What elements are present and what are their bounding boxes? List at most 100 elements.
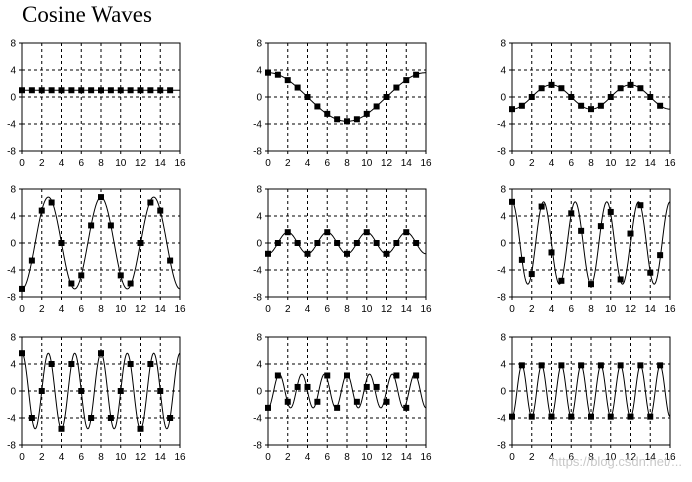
x-tick-label: 10 <box>605 158 617 169</box>
data-point <box>88 415 95 421</box>
x-tick-label: 12 <box>381 452 393 463</box>
x-tick-label: 14 <box>645 304 657 315</box>
x-tick-label: 0 <box>19 452 25 463</box>
x-tick-label: 2 <box>529 452 535 463</box>
data-point <box>344 372 350 379</box>
data-point <box>107 222 114 229</box>
data-point <box>274 240 281 246</box>
x-tick-label: 6 <box>568 158 574 169</box>
data-point <box>137 425 144 432</box>
x-tick-label: 4 <box>549 452 555 463</box>
data-point <box>314 240 321 246</box>
data-point <box>58 240 65 246</box>
data-point <box>373 383 380 390</box>
y-tick-label: 8 <box>500 39 506 50</box>
y-tick-label: -4 <box>253 414 262 425</box>
x-tick-label: 6 <box>324 452 330 463</box>
chart-panel-8: 840-4-80 2 4 6 8 10 12 14 16 <box>253 333 432 464</box>
data-point <box>538 362 545 369</box>
data-point <box>607 208 614 215</box>
data-point <box>413 71 420 78</box>
data-point <box>78 87 85 94</box>
data-point <box>274 71 281 78</box>
y-tick-label: -4 <box>253 120 262 131</box>
data-point <box>48 87 55 94</box>
y-tick-label: 4 <box>10 66 16 77</box>
y-tick-label: 4 <box>256 360 262 371</box>
y-tick-label: -8 <box>497 293 506 304</box>
data-point <box>353 240 360 246</box>
x-tick-label: 0 <box>19 304 25 315</box>
y-tick-label: 8 <box>256 333 262 344</box>
data-point <box>334 240 341 246</box>
data-point <box>157 87 164 94</box>
data-point <box>28 257 35 264</box>
x-tick-label: 10 <box>361 452 373 463</box>
data-point <box>127 280 134 287</box>
data-point <box>383 250 390 257</box>
data-point <box>28 87 35 94</box>
data-point <box>107 87 114 94</box>
y-tick-label: 8 <box>10 185 16 196</box>
data-point <box>117 272 124 279</box>
x-tick-label: 6 <box>78 158 84 169</box>
x-tick-label: 6 <box>78 304 84 315</box>
x-tick-label: 8 <box>98 452 104 463</box>
data-point <box>274 372 281 379</box>
data-point <box>137 240 144 246</box>
x-tick-label: 16 <box>420 304 432 315</box>
data-point <box>393 372 400 379</box>
x-tick-label: 12 <box>625 452 637 463</box>
x-tick-label: 16 <box>174 304 186 315</box>
y-tick-label: -8 <box>7 441 16 452</box>
data-point <box>68 87 75 94</box>
data-point <box>548 413 555 420</box>
data-point <box>137 87 144 94</box>
data-point <box>627 413 634 420</box>
data-point <box>324 110 331 117</box>
data-point <box>167 415 174 421</box>
x-tick-label: 4 <box>549 304 555 315</box>
data-point <box>647 413 654 420</box>
y-tick-label: -8 <box>253 147 262 158</box>
data-point <box>284 77 291 84</box>
data-point <box>627 81 634 88</box>
data-point <box>413 372 420 379</box>
data-point <box>38 207 45 214</box>
data-point <box>607 413 614 420</box>
data-point <box>518 362 525 369</box>
data-point <box>304 94 311 100</box>
data-point <box>403 77 410 84</box>
data-point <box>334 404 341 411</box>
data-point <box>617 276 624 283</box>
y-tick-label: 8 <box>10 39 16 50</box>
data-point <box>88 87 95 94</box>
x-tick-label: 12 <box>135 452 147 463</box>
data-point <box>48 199 55 206</box>
x-tick-label: 4 <box>549 158 555 169</box>
data-point <box>637 362 644 369</box>
y-tick-label: -8 <box>7 293 16 304</box>
y-tick-label: 8 <box>256 39 262 50</box>
data-point <box>558 362 565 369</box>
x-tick-label: 2 <box>529 158 535 169</box>
x-tick-label: 2 <box>285 304 291 315</box>
y-tick-label: 0 <box>10 93 16 104</box>
y-tick-label: -8 <box>253 293 262 304</box>
data-point <box>265 404 271 411</box>
data-point <box>117 87 124 94</box>
y-tick-label: -8 <box>253 441 262 452</box>
data-point <box>127 361 134 367</box>
data-point <box>19 350 25 357</box>
x-tick-label: 16 <box>420 452 432 463</box>
data-point <box>167 257 174 264</box>
y-tick-label: 0 <box>500 387 506 398</box>
data-point <box>353 116 360 123</box>
data-point <box>78 272 85 279</box>
data-point <box>284 398 291 405</box>
data-point <box>284 229 291 236</box>
y-tick-label: 0 <box>10 239 16 250</box>
x-tick-label: 8 <box>98 304 104 315</box>
x-tick-label: 0 <box>19 158 25 169</box>
